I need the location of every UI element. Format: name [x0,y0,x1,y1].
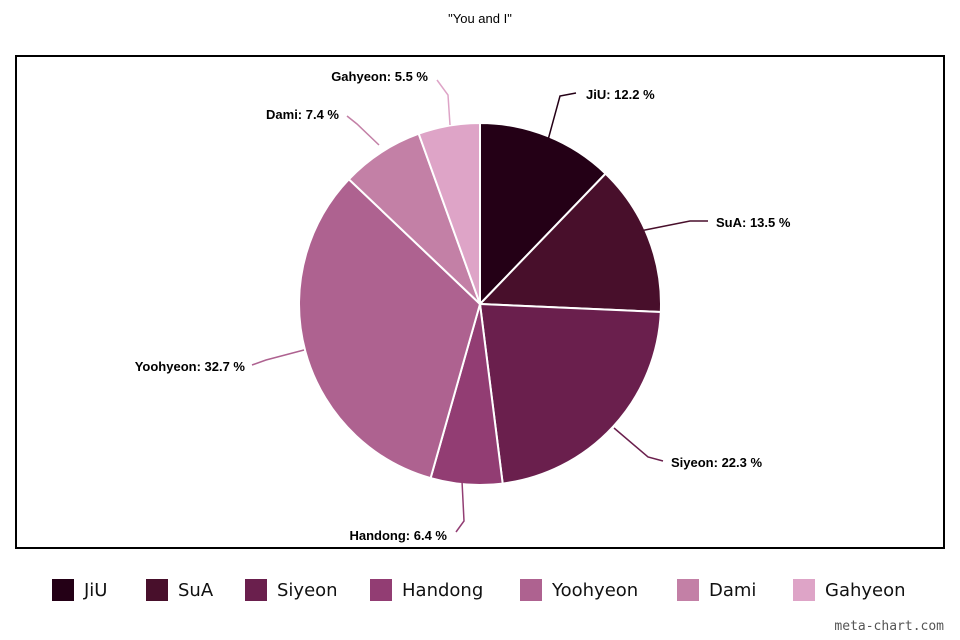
data-label-siyeon: Siyeon: 22.3 % [671,455,762,470]
legend-swatch [677,579,699,601]
leader-line-dami [346,115,380,146]
data-label-gahyeon: Gahyeon: 5.5 % [331,69,428,84]
data-label-yoohyeon: Yoohyeon: 32.7 % [135,359,246,374]
legend-item-gahyeon: Gahyeon [793,578,906,602]
legend-swatch [370,579,392,601]
pie-slice-siyeon [478,302,662,485]
legend-swatch [146,579,168,601]
leader-line-jiu [547,92,577,141]
legend-label: Siyeon [277,579,338,601]
legend-label: SuA [178,579,214,601]
legend-item-handong: Handong [370,578,483,602]
plot-area [15,55,945,549]
legend-item-siyeon: Siyeon [245,578,338,602]
leader-line-gahyeon [436,79,451,126]
data-label-jiu: JiU: 12.2 % [586,87,655,102]
legend-swatch [793,579,815,601]
legend: JiU SuA Siyeon Handong Yoohyeon Dami Gahyeon [0,578,960,604]
legend-label: JiU [84,579,108,601]
legend-item-dami: Dami [677,578,756,602]
legend-label: Handong [402,579,484,601]
legend-swatch [52,579,74,601]
pie-slice-gahyeon [417,121,481,305]
pie-slice-sua [477,172,662,314]
legend-label: Yoohyeon [552,579,639,601]
legend-item-sua: SuA [146,578,213,602]
legend-swatch [520,579,542,601]
legend-label: Dami [709,579,757,601]
data-label-handong: Handong: 6.4 % [349,528,447,543]
leader-line-handong [455,480,465,533]
leader-line-yoohyeon [251,349,305,366]
legend-item-jiu: JiU [52,578,107,602]
legend-label: Gahyeon [825,579,906,601]
legend-swatch [245,579,267,601]
pie-slice-jiu [479,121,607,307]
data-label-sua: SuA: 13.5 % [716,215,791,230]
pie-slice-yoohyeon [298,177,482,480]
leader-line-sua [639,220,708,232]
data-label-dami: Dami: 7.4 % [266,107,339,122]
legend-item-yoohyeon: Yoohyeon [520,578,638,602]
leader-line-siyeon [613,427,664,462]
watermark: meta-chart.com [834,619,944,634]
chart-title: "You and I" [448,11,512,26]
